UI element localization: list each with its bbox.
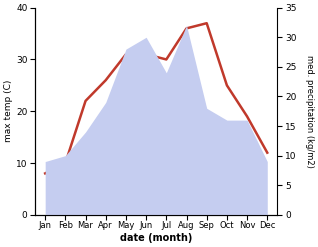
X-axis label: date (month): date (month) [120, 233, 192, 243]
Y-axis label: med. precipitation (kg/m2): med. precipitation (kg/m2) [305, 55, 314, 168]
Y-axis label: max temp (C): max temp (C) [4, 80, 13, 143]
